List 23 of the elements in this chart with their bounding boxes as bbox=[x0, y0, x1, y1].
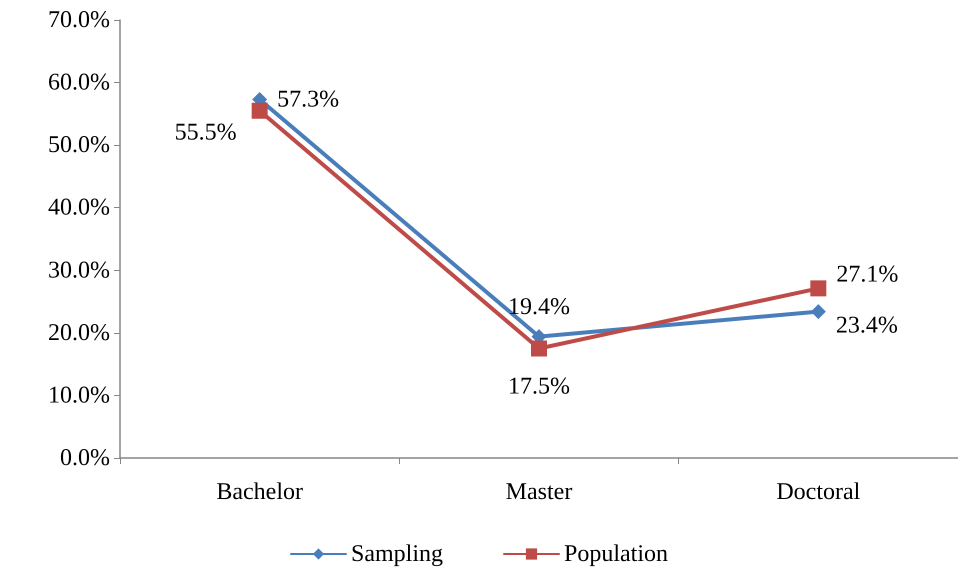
data-label: 27.1% bbox=[836, 261, 898, 288]
y-tick-label: 40.0% bbox=[48, 194, 110, 221]
y-tick-label: 60.0% bbox=[48, 70, 110, 96]
point bbox=[531, 340, 547, 356]
data-label: 57.3% bbox=[277, 86, 340, 112]
y-tick-label: 50.0% bbox=[48, 132, 110, 158]
y-tick-label: 30.0% bbox=[48, 257, 110, 284]
point bbox=[810, 280, 826, 296]
y-tick-label: 70.0% bbox=[48, 7, 110, 33]
data-label: 19.4% bbox=[508, 294, 570, 320]
data-label: 17.5% bbox=[508, 374, 570, 400]
y-tick-label: 0.0% bbox=[60, 445, 110, 471]
y-tick-label: 20.0% bbox=[48, 320, 110, 346]
point bbox=[252, 102, 268, 119]
legend-label: Population bbox=[564, 541, 668, 567]
data-label: 23.4% bbox=[836, 312, 898, 339]
x-tick-label: Bachelor bbox=[216, 479, 303, 505]
data-label: 55.5% bbox=[174, 120, 237, 146]
x-tick-label: Doctoral bbox=[776, 479, 861, 505]
legend-label: Sampling bbox=[350, 541, 444, 567]
y-tick-label: 10.0% bbox=[48, 382, 110, 408]
x-tick-label: Master bbox=[506, 479, 572, 505]
point bbox=[810, 304, 826, 320]
